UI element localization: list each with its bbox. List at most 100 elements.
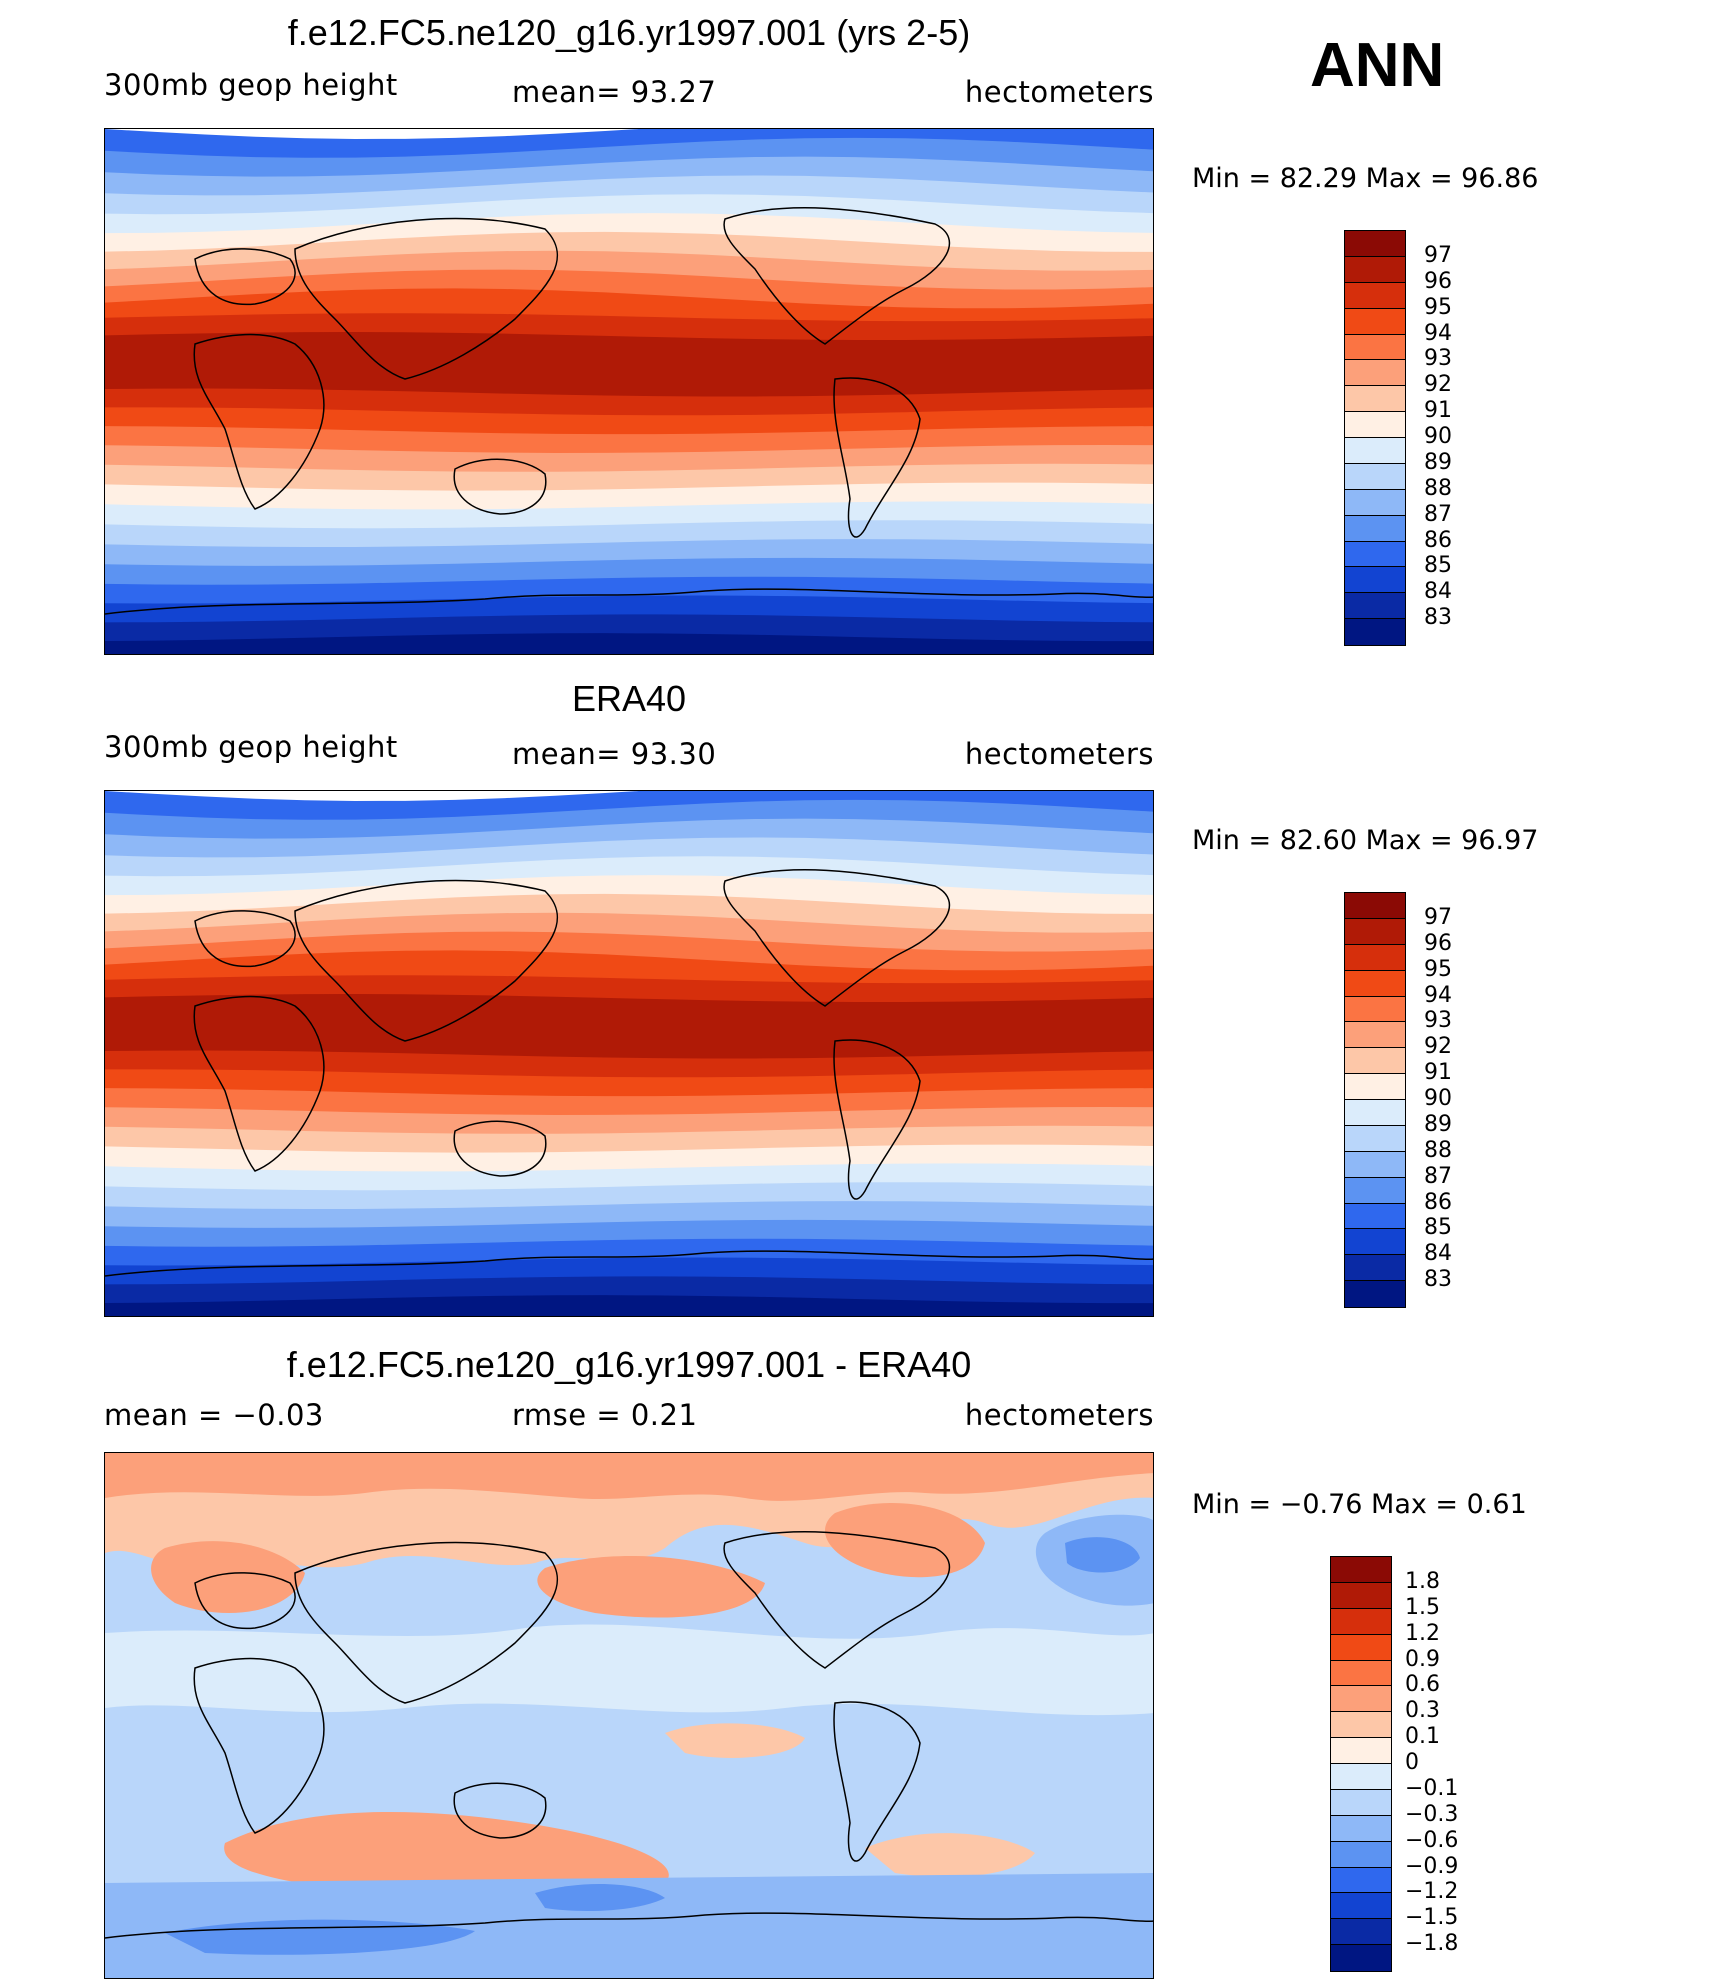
map-contour-band [105, 1050, 1153, 1079]
map-contour-band [105, 576, 1153, 605]
colorbar-tick-label: 92 [1424, 1034, 1452, 1060]
coastline [833, 1701, 921, 1862]
coastline [723, 1531, 951, 1669]
colorbar-tick-label: 1.5 [1405, 1594, 1440, 1620]
colorbar-segment [1345, 282, 1405, 309]
map-model [104, 128, 1154, 655]
colorbar-segment [1345, 996, 1405, 1023]
coastline [723, 869, 951, 1007]
colorbar-tick-label: 84 [1424, 1241, 1452, 1267]
colorbar-segment [1331, 1841, 1391, 1868]
coastline [453, 1782, 547, 1839]
colorbar-tick-label: 85 [1424, 553, 1452, 579]
coastline [194, 1572, 296, 1630]
colorbar-segment [1331, 1919, 1391, 1946]
colorbar-segment [1345, 256, 1405, 283]
colorbar-tick-label: 87 [1424, 1163, 1452, 1189]
colorbar-segment [1331, 1789, 1391, 1816]
colorbar-tick-label: 83 [1424, 605, 1452, 631]
map-diff-svg [105, 1453, 1153, 1978]
panel-mean-obs: mean= 93.30 [512, 737, 717, 771]
panel-title-model: f.e12.FC5.ne120_g16.yr1997.001 (yrs 2-5) [287, 12, 971, 53]
map-contour-band [105, 633, 1153, 654]
coastline [294, 879, 558, 1042]
map-contour-band [105, 1069, 1153, 1098]
colorbar-segment [1345, 944, 1405, 971]
colorbar-tick-label: 92 [1424, 372, 1452, 398]
map-obs [104, 790, 1154, 1317]
coastline [453, 458, 547, 515]
coastline [105, 588, 1153, 615]
panel-rmse-diff: rmse = 0.21 [512, 1398, 698, 1432]
colorbar-tick-label: 0.6 [1405, 1672, 1440, 1698]
colorbar-segment [1345, 515, 1405, 542]
colorbar-segment [1345, 334, 1405, 361]
colorbar-model [1344, 230, 1406, 646]
colorbar-segment [1345, 489, 1405, 516]
colorbar-labels-obs: 97 96 95 94 93 92 91 90 89 88 87 86 85 84 83 [1424, 892, 1484, 1308]
panel-title-diff: f.e12.FC5.ne120_g16.yr1997.001 - ERA40 [286, 1344, 972, 1385]
diff-region-eurasia-warm [151, 1541, 305, 1613]
diff-region-southern-cold-core-2 [535, 1883, 665, 1911]
colorbar-labels-model: 97 96 95 94 93 92 91 90 89 88 87 86 85 84 83 [1424, 230, 1484, 646]
colorbar-tick-label: 1.8 [1405, 1568, 1440, 1594]
map-diff [104, 1452, 1154, 1979]
colorbar-tick-label: 90 [1424, 424, 1452, 449]
colorbar-segment [1345, 1229, 1405, 1256]
coastline [105, 1912, 1153, 1939]
colorbar-segment [1345, 231, 1405, 257]
panel-units-model: hectometers [964, 75, 1154, 109]
colorbar-segment [1345, 1281, 1405, 1307]
map-contour-band [105, 1295, 1153, 1316]
colorbar-segment [1345, 412, 1405, 438]
panel-units-obs: hectometers [964, 737, 1154, 771]
diff-region-north-warm-2 [105, 1453, 1153, 1501]
colorbar-tick-label: 83 [1424, 1267, 1452, 1293]
colorbar-segment [1345, 1100, 1405, 1126]
colorbar-tick-label: 94 [1424, 320, 1452, 346]
colorbar-tick-label: −1.8 [1405, 1931, 1459, 1957]
colorbar-tick-label: 97 [1424, 242, 1452, 268]
colorbar-segment [1345, 1203, 1405, 1230]
map-contour-band [105, 1238, 1153, 1267]
panel-mean-diff: mean = −0.03 [104, 1398, 324, 1432]
coastline [833, 1039, 921, 1200]
colorbar-tick-label: 93 [1424, 1008, 1452, 1034]
coastline [723, 207, 951, 345]
minmax-obs: Min = 82.60 Max = 96.97 [1192, 825, 1539, 856]
panel-mean-model: mean= 93.27 [512, 75, 717, 109]
map-obs-svg [105, 791, 1153, 1316]
colorbar-tick-label: −0.1 [1405, 1775, 1459, 1801]
colorbar-segment [1345, 593, 1405, 620]
colorbar-tick-label: −1.2 [1405, 1879, 1459, 1905]
coastline [194, 248, 296, 306]
colorbar-tick-label: 87 [1424, 501, 1452, 527]
colorbar-tick-label: 89 [1424, 1111, 1452, 1137]
colorbar-segment [1345, 1177, 1405, 1204]
colorbar-segment [1345, 386, 1405, 413]
map-contour-band [105, 388, 1153, 417]
colorbar-tick-label: 86 [1424, 527, 1452, 553]
diff-region-canada-warm [825, 1503, 985, 1578]
colorbar-segment [1331, 1660, 1391, 1687]
colorbar-segment [1331, 1582, 1391, 1609]
coastline [453, 1120, 547, 1177]
map-contour-band [105, 426, 1153, 454]
colorbar-tick-label: 93 [1424, 346, 1452, 372]
colorbar-segment [1331, 1945, 1391, 1971]
colorbar-tick-label: 84 [1424, 579, 1452, 605]
colorbar-tick-label: 0 [1405, 1750, 1419, 1775]
colorbar-segment [1345, 541, 1405, 568]
panel-left-header-obs: 300mb geop height [104, 730, 398, 764]
colorbar-tick-label: 91 [1424, 1060, 1452, 1086]
colorbar-segment [1345, 567, 1405, 594]
colorbar-tick-label: 95 [1424, 956, 1452, 982]
colorbar-tick-label: 96 [1424, 268, 1452, 294]
colorbar-segment [1345, 1022, 1405, 1049]
colorbar-segment [1345, 1074, 1405, 1100]
colorbar-tick-label: 95 [1424, 294, 1452, 320]
coastline [193, 333, 325, 510]
colorbar-tick-label: −0.9 [1405, 1853, 1459, 1879]
colorbar-tick-label: −0.6 [1405, 1827, 1459, 1853]
colorbar-segment [1345, 893, 1405, 919]
